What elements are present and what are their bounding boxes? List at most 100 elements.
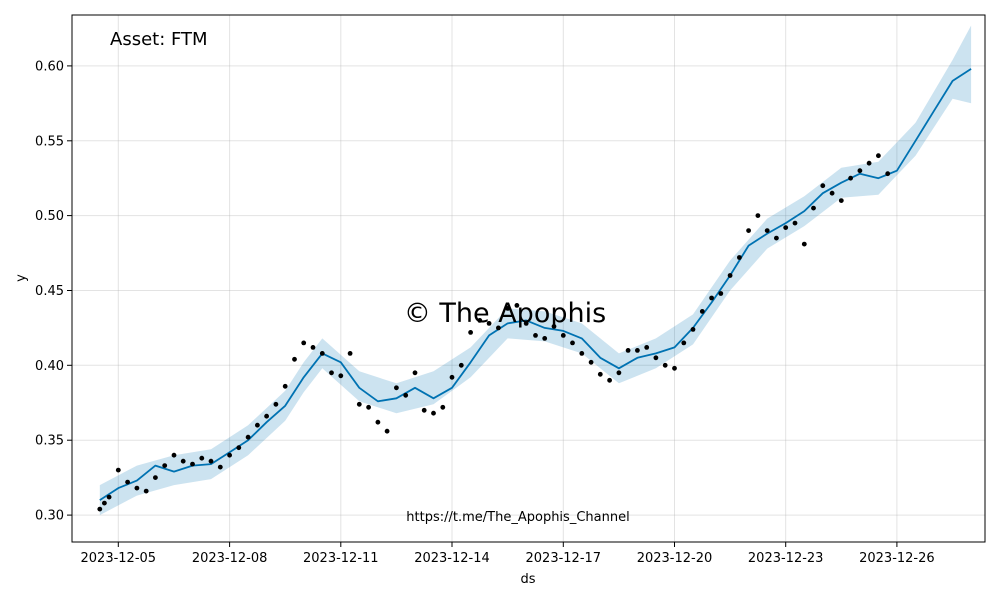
observed-point xyxy=(245,434,251,440)
asset-annotation: Asset: FTM xyxy=(110,29,208,50)
observed-point xyxy=(329,370,334,376)
observed-point xyxy=(412,370,418,376)
observed-point xyxy=(533,333,538,338)
x-tick-label: 2023-12-20 xyxy=(637,551,713,566)
forecast-line-layer xyxy=(99,68,972,501)
observed-point xyxy=(449,374,455,380)
observed-point xyxy=(737,255,742,260)
observed-point xyxy=(115,467,121,473)
observed-point xyxy=(458,362,464,368)
observed-point xyxy=(102,500,107,506)
x-axis-label: ds xyxy=(520,572,535,587)
observed-point xyxy=(848,175,853,181)
observed-point xyxy=(811,205,816,211)
observed-point xyxy=(672,365,677,371)
x-tick-label: 2023-12-26 xyxy=(859,551,935,566)
gridlines xyxy=(72,15,985,542)
observed-point xyxy=(764,228,770,234)
observed-point xyxy=(106,494,112,500)
observed-point xyxy=(876,153,881,159)
observed-point xyxy=(217,464,223,470)
observed-point xyxy=(690,327,696,332)
observed-point xyxy=(190,461,195,467)
observed-point xyxy=(718,291,724,296)
y-tick-label: 0.30 xyxy=(35,509,64,524)
observed-point xyxy=(338,373,344,379)
y-tick-label: 0.35 xyxy=(35,434,64,449)
x-tick-label: 2023-12-08 xyxy=(192,551,268,566)
observed-point xyxy=(542,336,548,341)
observed-point xyxy=(746,228,751,234)
observed-point xyxy=(653,355,659,361)
observed-point xyxy=(560,333,566,338)
observed-point xyxy=(319,351,325,356)
observed-point xyxy=(792,220,798,226)
observed-point xyxy=(431,410,436,416)
observed-point xyxy=(403,392,409,398)
observed-point xyxy=(143,488,149,494)
observed-point xyxy=(635,348,640,353)
observed-point xyxy=(97,506,103,512)
observed-point xyxy=(829,190,835,196)
uncertainty-band xyxy=(99,25,972,516)
observed-point xyxy=(616,370,622,376)
observed-point xyxy=(727,273,733,278)
watermark-text: © The Apophis xyxy=(404,298,606,329)
y-tick-label: 0.45 xyxy=(35,284,64,299)
footer-link[interactable]: https://t.me/The_Apophis_Channel xyxy=(406,510,629,525)
observed-point xyxy=(866,160,872,166)
observed-point xyxy=(551,324,557,329)
observed-point xyxy=(709,295,714,301)
observed-point xyxy=(440,404,446,410)
observed-point xyxy=(579,351,585,356)
observed-point xyxy=(783,225,789,231)
observed-point xyxy=(838,198,844,204)
observed-point xyxy=(208,458,214,464)
observed-points-layer xyxy=(97,153,891,512)
observed-point xyxy=(310,345,316,350)
observed-point xyxy=(180,458,186,464)
observed-point xyxy=(384,428,390,434)
observed-point xyxy=(644,345,650,350)
forecast-line xyxy=(99,68,972,501)
observed-point xyxy=(477,318,483,323)
x-axis-ticks: 2023-12-05 2023-12-08 2023-12-11 2023-12-14… xyxy=(81,542,935,566)
y-tick-label: 0.60 xyxy=(35,59,64,74)
observed-point xyxy=(486,321,492,326)
observed-point xyxy=(857,168,863,174)
observed-point xyxy=(755,213,761,219)
observed-point xyxy=(171,452,177,458)
observed-point xyxy=(801,241,807,247)
observed-point xyxy=(394,385,399,391)
observed-point xyxy=(607,377,612,383)
y-tick-label: 0.50 xyxy=(35,209,64,224)
observed-point xyxy=(699,309,705,314)
observed-point xyxy=(570,340,575,346)
observed-point xyxy=(496,325,501,331)
observed-point xyxy=(588,359,594,365)
observed-point xyxy=(468,330,473,335)
observed-point xyxy=(162,463,168,468)
x-tick-label: 2023-12-17 xyxy=(526,551,602,566)
observed-point xyxy=(356,401,362,407)
observed-point xyxy=(292,356,297,362)
observed-point xyxy=(153,475,158,480)
y-axis-label: y xyxy=(14,274,29,282)
observed-point xyxy=(301,340,307,346)
observed-point xyxy=(227,452,233,458)
x-tick-label: 2023-12-11 xyxy=(303,551,379,566)
observed-point xyxy=(523,321,529,326)
observed-point xyxy=(597,371,603,377)
observed-point xyxy=(375,419,381,425)
observed-point xyxy=(625,348,631,353)
x-tick-label: 2023-12-05 xyxy=(81,551,157,566)
observed-point xyxy=(681,340,687,346)
uncertainty-band-layer xyxy=(99,25,972,516)
y-tick-label: 0.40 xyxy=(35,359,64,374)
observed-point xyxy=(514,303,520,308)
observed-point xyxy=(347,351,353,356)
observed-point xyxy=(125,479,130,485)
plot-frame xyxy=(71,14,986,543)
